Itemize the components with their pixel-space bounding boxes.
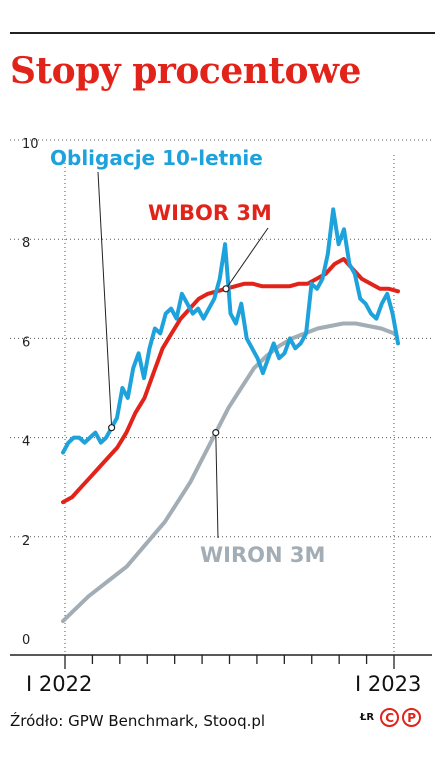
series-line-wibor-3m <box>61 257 400 505</box>
series-label: WIBOR 3M <box>148 201 272 225</box>
logo-text: ŁR <box>360 712 375 723</box>
y-tick-label: 4 <box>22 435 30 450</box>
y-tick-label: 10 <box>22 137 39 152</box>
series-line-wiron-3m <box>61 321 396 624</box>
annotation-marker <box>222 285 230 293</box>
series-label: WIRON 3M <box>200 543 325 567</box>
annotation-marker <box>212 429 220 437</box>
x-tick-label: I 2023 <box>355 672 421 696</box>
publisher-logo: ŁR C P <box>360 708 422 727</box>
logo-p-icon: P <box>402 708 422 727</box>
interest-rates-chart: 0 2 4 6 8 10 I 2022 I 2023 Obligacje 10-letnie WI… <box>10 137 432 696</box>
series-line-obligacje-10-letnie <box>61 207 400 455</box>
y-tick-label: 0 <box>22 633 30 648</box>
annotation-leader-line <box>225 227 269 290</box>
x-tick-label: I 2022 <box>26 672 92 696</box>
annotation-leader-line <box>215 432 219 539</box>
annotation-marker <box>108 424 116 432</box>
annotation-leader-line <box>97 171 113 428</box>
logo-c-icon: C <box>380 708 400 727</box>
y-tick-label: 6 <box>22 335 30 350</box>
series-label: Obligacje 10-letnie <box>50 146 263 170</box>
y-tick-label: 8 <box>22 236 30 251</box>
y-tick-label: 2 <box>22 534 30 549</box>
page-title: Stopy procentowe <box>10 50 361 92</box>
top-rule <box>10 32 435 34</box>
source-note: Źródło: GPW Benchmark, Stooq.pl <box>10 712 266 730</box>
